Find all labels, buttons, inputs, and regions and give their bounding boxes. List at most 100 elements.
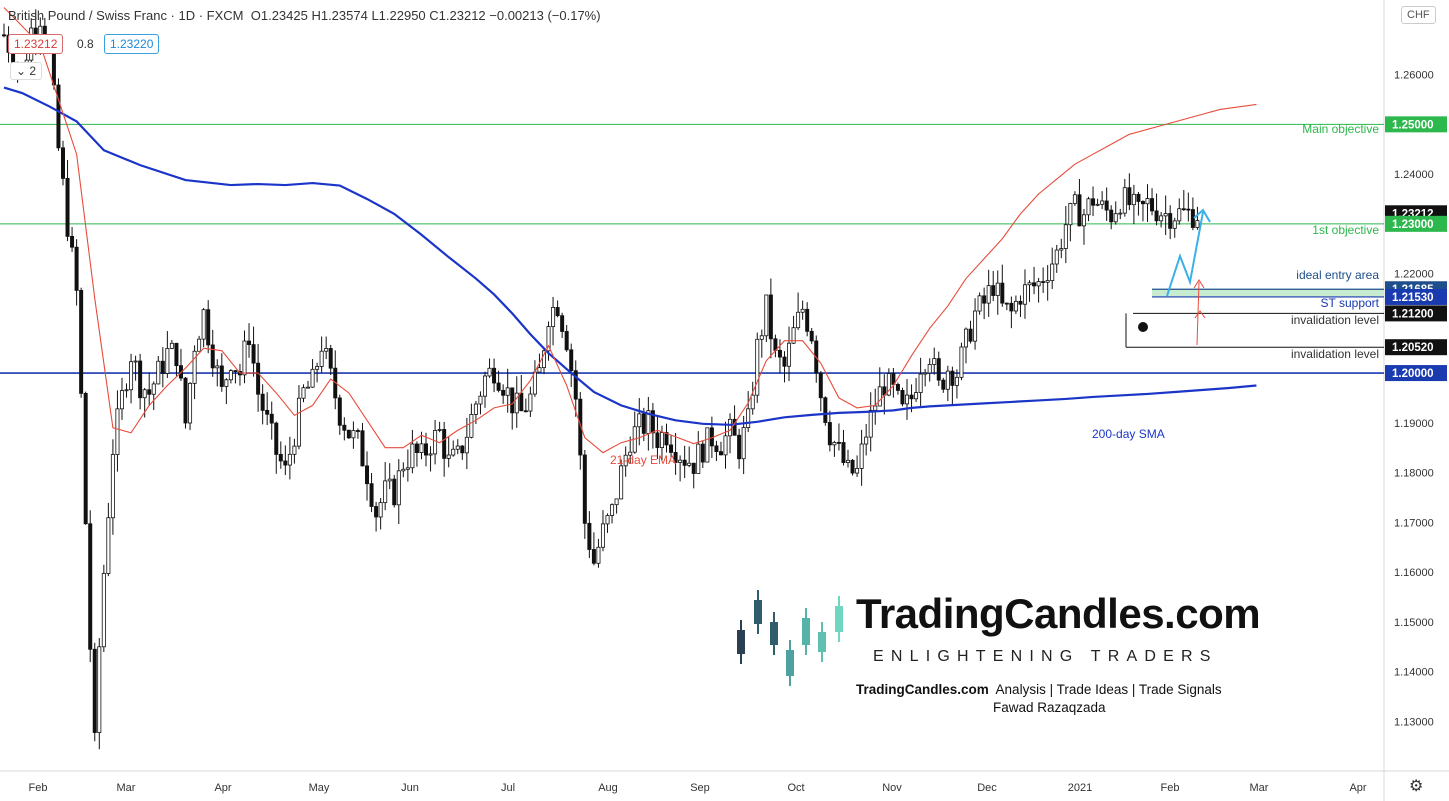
candle-body	[1172, 220, 1177, 229]
candle-body	[1059, 248, 1064, 251]
candle-body	[142, 389, 147, 399]
candle-body	[1063, 224, 1068, 249]
candle-body	[433, 430, 438, 455]
x-tick-label: Feb	[1161, 782, 1180, 794]
candle-body	[419, 443, 424, 453]
candle-body	[478, 395, 483, 405]
candle-body	[805, 308, 810, 332]
candle-body	[637, 413, 642, 428]
candle-body	[228, 370, 233, 381]
candle-body	[560, 315, 565, 332]
candle-body	[1091, 198, 1096, 206]
y-tick-label: 1.17000	[1394, 517, 1434, 529]
candle-body	[610, 504, 615, 516]
logo-candle-body	[754, 600, 762, 624]
candle-body	[700, 443, 705, 463]
candle-body	[537, 367, 542, 373]
candle-body	[891, 373, 896, 385]
candle-body	[119, 390, 124, 410]
candle-body	[1100, 200, 1105, 205]
candle-body	[587, 522, 592, 550]
candle-body	[1036, 281, 1041, 287]
candle-body	[342, 424, 347, 431]
candle-body	[496, 382, 501, 391]
symbol-title[interactable]: British Pound / Swiss Franc · 1D · FXCM	[8, 8, 244, 23]
candle-body	[442, 429, 447, 459]
candle-body	[1018, 300, 1023, 305]
candle-body	[936, 358, 941, 381]
candle-body	[169, 342, 174, 349]
candle-body	[324, 348, 329, 352]
indicator-toggle[interactable]: ⌄ 2	[10, 62, 43, 80]
y-tick-label: 1.22000	[1394, 269, 1434, 281]
candle-body	[378, 502, 383, 518]
candle-body	[532, 371, 537, 395]
candle-body	[954, 376, 959, 386]
candle-body	[691, 462, 696, 474]
candle-body	[315, 366, 320, 370]
event-marker	[1138, 322, 1148, 332]
candle-body	[174, 342, 179, 367]
candle-body	[1072, 194, 1077, 204]
chart-annotation: 1st objective	[1312, 223, 1379, 237]
sell-price-button[interactable]: 1.23212	[8, 34, 64, 54]
candle-body	[514, 392, 519, 414]
buy-price-button[interactable]: 1.23220	[104, 34, 160, 54]
candle-body	[383, 480, 388, 504]
candle-body	[650, 410, 655, 434]
candle-body	[963, 328, 968, 348]
candle-body	[392, 478, 397, 506]
candle-body	[346, 429, 351, 439]
gear-icon[interactable]: ⚙	[1409, 778, 1424, 795]
candle-body	[732, 418, 737, 436]
candle-body	[705, 427, 710, 463]
candle-body	[405, 467, 410, 470]
candle-body	[65, 177, 70, 237]
x-tick-label: Apr	[214, 782, 231, 794]
price-axis-tag	[1385, 305, 1447, 322]
y-tick-label: 1.13000	[1394, 716, 1434, 728]
candle-body	[138, 360, 143, 399]
candle-body	[773, 338, 778, 351]
price-axis-tag-label: 1.25000	[1392, 119, 1434, 131]
candle-body	[941, 379, 946, 390]
candle-body	[319, 350, 324, 367]
candle-body	[101, 573, 106, 648]
candle-body	[836, 441, 841, 444]
candle-body	[60, 147, 65, 179]
candle-body	[923, 372, 928, 375]
candle-body	[1009, 302, 1014, 312]
candle-body	[451, 448, 456, 456]
currency-badge[interactable]: CHF	[1401, 6, 1436, 24]
candle-body	[823, 397, 828, 423]
candle-body	[414, 443, 419, 453]
candle-body	[1045, 280, 1050, 283]
candle-body	[1104, 200, 1109, 211]
candle-body	[510, 387, 515, 414]
x-tick-label: Oct	[787, 782, 804, 794]
candle-body	[687, 462, 692, 466]
candle-body	[242, 340, 247, 376]
candle-body	[755, 338, 760, 396]
candle-body	[1159, 215, 1164, 222]
candle-body	[641, 413, 646, 434]
candle-body	[396, 470, 401, 506]
candle-body	[809, 330, 814, 342]
x-tick-label: Aug	[598, 782, 618, 794]
candle-body	[387, 478, 392, 482]
candle-body	[310, 368, 315, 388]
candle-body	[859, 443, 864, 469]
watermark-brand: TradingCandles.com	[856, 590, 1261, 637]
x-tick-label: Jun	[401, 782, 419, 794]
candle-body	[619, 465, 624, 500]
candle-body	[110, 454, 115, 519]
candle-body	[932, 358, 937, 365]
candles-group	[2, 9, 1200, 750]
candle-body	[337, 397, 342, 426]
candle-body	[991, 285, 996, 296]
candle-body	[968, 328, 973, 342]
x-tick-label: Feb	[29, 782, 48, 794]
candle-body	[718, 451, 723, 456]
watermark-line-brand: TradingCandles.com	[856, 682, 989, 697]
